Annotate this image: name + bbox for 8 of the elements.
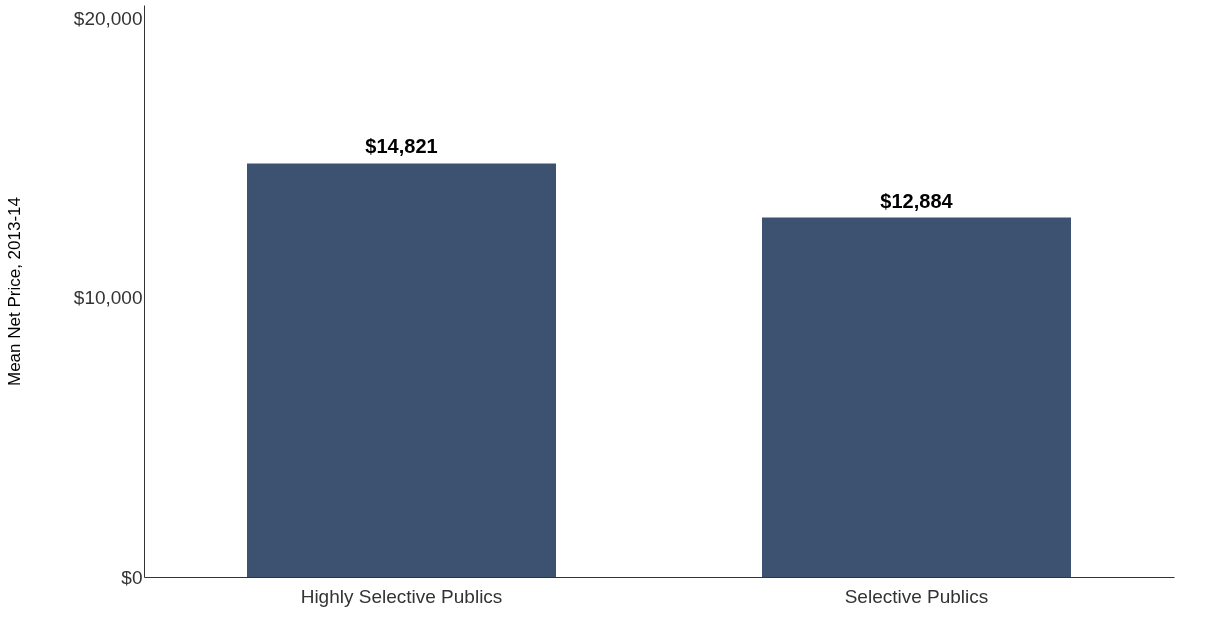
data-label: $14,821 bbox=[365, 135, 438, 158]
y-tick-label: $10,000 bbox=[73, 287, 143, 309]
y-tick-label: $0 bbox=[121, 566, 143, 588]
y-tick-label: $20,000 bbox=[73, 8, 143, 30]
data-label: $12,884 bbox=[880, 189, 954, 212]
y-axis-title: Mean Net Price, 2013-14 bbox=[4, 197, 24, 386]
x-tick-label: Highly Selective Publics bbox=[300, 585, 503, 607]
x-tick-label: Selective Publics bbox=[844, 585, 989, 607]
